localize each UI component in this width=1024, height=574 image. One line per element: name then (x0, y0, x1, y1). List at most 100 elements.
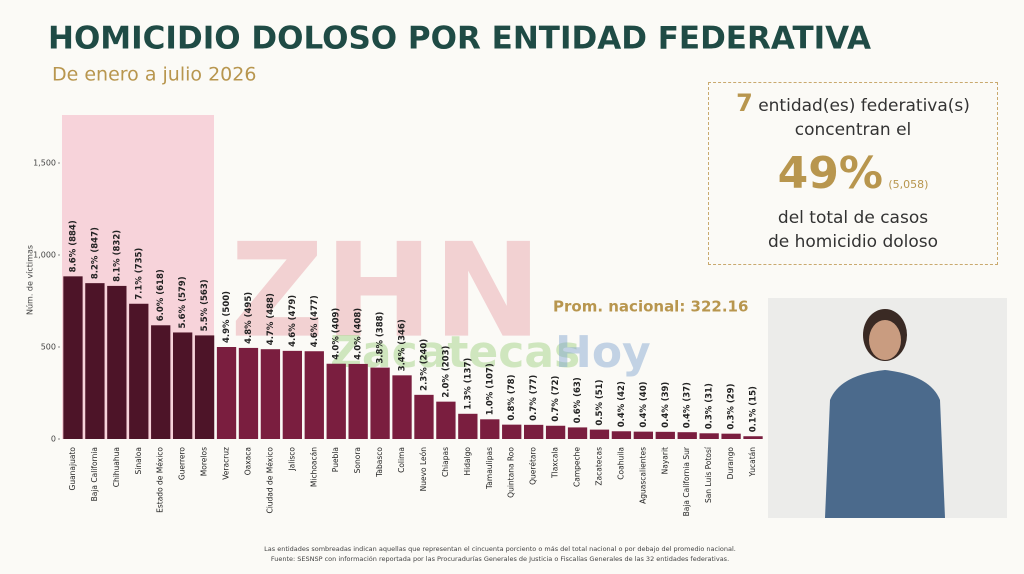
value-label: 0.7% (77) (529, 375, 539, 421)
value-label: 0.4% (37) (683, 382, 693, 428)
x-tick-label: Guanajuato (68, 447, 77, 491)
x-tick-label: Chihuahua (112, 447, 121, 487)
value-label: 0.6% (63) (573, 377, 583, 423)
value-label: 0.4% (42) (617, 381, 627, 427)
value-label: 4.7% (488) (266, 293, 276, 345)
footnote: Fuente: SESNSP con información reportada… (271, 555, 729, 563)
bar (85, 283, 105, 439)
bar (611, 431, 632, 439)
value-label: 4.0% (409) (332, 308, 342, 360)
x-tick-label: Campeche (573, 447, 582, 487)
bar (524, 424, 544, 439)
x-tick-label: Hidalgo (463, 447, 472, 476)
value-label: 8.6% (884) (68, 220, 78, 272)
bar (414, 394, 434, 439)
x-tick-label: Estado de México (156, 447, 165, 513)
bar (173, 332, 193, 439)
bar (567, 427, 588, 439)
x-tick-label: Quintana Roo (507, 447, 516, 498)
value-label: 1.3% (137) (463, 358, 473, 410)
bar (194, 335, 215, 439)
bar (326, 363, 346, 439)
value-label: 6.0% (618) (156, 269, 166, 321)
value-label: 8.2% (847) (90, 227, 100, 279)
y-tick-label: 1,500 (33, 159, 56, 168)
value-label: 7.1% (735) (134, 248, 144, 300)
summary-text: entidad(es) federativa(s) (758, 96, 970, 116)
value-label: 0.4% (40) (639, 381, 649, 427)
bar (238, 347, 259, 439)
bar (129, 303, 149, 439)
y-tick-label: 0 (51, 435, 56, 444)
value-label: 5.6% (579) (178, 276, 188, 328)
value-label: 3.8% (388) (376, 311, 386, 363)
value-label: 0.3% (31) (705, 383, 715, 429)
x-tick-label: Colima (397, 447, 406, 473)
value-label: 3.4% (346) (398, 319, 408, 371)
value-label: 4.6% (477) (310, 295, 320, 347)
summary-total: (5,058) (888, 178, 929, 191)
x-tick-label: Michoacán (309, 447, 318, 487)
value-label: 0.8% (78) (507, 374, 517, 420)
x-tick-label: Veracruz (222, 447, 231, 480)
value-label: 2.3% (240) (419, 339, 429, 391)
bar (260, 349, 281, 439)
x-tick-label: Puebla (331, 447, 340, 472)
x-tick-label: Chiapas (441, 447, 450, 477)
x-tick-label: Morelos (200, 447, 209, 476)
footnote: Las entidades sombreadas indican aquella… (264, 545, 736, 553)
x-tick-label: Oaxaca (243, 447, 252, 475)
x-tick-label: Durango (726, 447, 735, 480)
value-label: 4.0% (408) (354, 308, 364, 360)
value-label: 0.7% (72) (551, 376, 561, 422)
value-label: 0.5% (51) (595, 379, 605, 425)
x-tick-label: Guerrero (178, 447, 187, 481)
x-tick-label: Baja California (90, 447, 99, 501)
x-tick-label: Jalisco (287, 447, 296, 472)
bar (370, 367, 390, 439)
x-tick-label: Querétaro (529, 447, 538, 485)
bar (392, 375, 412, 439)
value-label: 2.0% (203) (441, 345, 451, 397)
watermark: ZHN (230, 215, 542, 367)
value-label: 5.5% (563) (200, 279, 210, 331)
value-label: 0.3% (29) (727, 383, 737, 429)
x-tick-label: San Luis Potosí (704, 446, 713, 503)
x-tick-label: Ciudad de México (265, 447, 274, 514)
x-tick-label: Tlaxcala (551, 447, 560, 479)
x-tick-label: Baja California Sur (682, 446, 691, 516)
bar (458, 413, 478, 439)
y-tick-label: 1,000 (33, 251, 56, 260)
x-tick-label: Yucatán (748, 447, 757, 478)
bar (699, 433, 719, 439)
value-label: 8.1% (832) (112, 230, 122, 282)
bar (545, 425, 566, 439)
bar (502, 424, 522, 439)
bar (216, 347, 237, 439)
summary-text: concentran el (794, 120, 912, 140)
x-tick-label: Zacatecas (594, 447, 603, 486)
x-tick-label: Coahuila (616, 447, 625, 480)
x-tick-label: Aguascalientes (638, 447, 647, 504)
bar (436, 401, 456, 439)
subtitle: De enero a julio 2026 (52, 64, 256, 86)
bar (677, 432, 697, 439)
value-label: 4.6% (479) (288, 295, 298, 347)
bar (151, 325, 171, 439)
x-tick-label: Nayarit (660, 447, 669, 474)
average-label: Prom. nacional: 322.16 (553, 298, 748, 316)
bar (348, 363, 368, 439)
bar (743, 436, 763, 439)
y-tick-label: 500 (41, 343, 56, 352)
y-axis-label: Núm. de víctimas (26, 245, 35, 315)
value-label: 0.1% (15) (749, 386, 759, 432)
summary-count: 7 (736, 89, 753, 117)
bar (721, 433, 741, 439)
x-tick-label: Tabasco (375, 447, 384, 478)
summary-text: del total de casos (777, 208, 929, 228)
summary-text: de homicidio doloso (767, 232, 939, 252)
value-label: 4.8% (495) (244, 292, 254, 344)
x-tick-label: Nuevo León (419, 447, 428, 492)
